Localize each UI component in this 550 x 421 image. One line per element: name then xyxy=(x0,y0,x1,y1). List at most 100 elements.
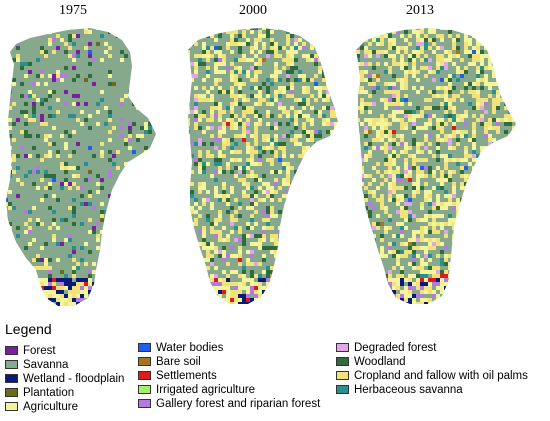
map-cell xyxy=(156,250,160,254)
map-cell xyxy=(120,142,124,146)
map-cell xyxy=(40,150,44,154)
map-cell xyxy=(278,66,282,70)
map-cell xyxy=(108,162,112,166)
map-cell xyxy=(322,46,326,50)
map-cell xyxy=(262,70,266,74)
map-cell xyxy=(36,214,40,218)
map-cell xyxy=(294,174,298,178)
map-cell xyxy=(52,58,56,62)
map-cell xyxy=(16,194,20,198)
map-cell xyxy=(306,90,310,94)
map-cell xyxy=(20,102,24,106)
map-cell xyxy=(222,150,226,154)
map-cell xyxy=(206,102,210,106)
map-cell xyxy=(72,302,76,306)
map-cell xyxy=(178,114,182,118)
map-cell xyxy=(330,86,334,90)
map-cell xyxy=(182,154,186,158)
map-cell xyxy=(218,166,222,170)
map-cell xyxy=(80,150,84,154)
map-cell xyxy=(144,166,148,170)
map-cell xyxy=(310,70,314,74)
map-cell xyxy=(36,126,40,130)
map-cell xyxy=(160,78,164,82)
map-cell xyxy=(84,190,88,194)
map-cell xyxy=(92,54,96,58)
map-cell xyxy=(156,66,160,70)
map-cell xyxy=(190,98,194,102)
map-cell xyxy=(246,82,250,86)
map-cell xyxy=(116,154,120,158)
map-cell xyxy=(96,298,100,302)
map-cell xyxy=(278,158,282,162)
map-cell xyxy=(190,46,194,50)
map-cell xyxy=(12,166,16,170)
map-cell xyxy=(28,190,32,194)
map-cell xyxy=(278,114,282,118)
map-cell xyxy=(338,146,342,150)
map-cell xyxy=(178,82,182,86)
map-cell xyxy=(182,46,186,50)
map-cell xyxy=(330,94,334,98)
map-cell xyxy=(116,50,120,54)
map-cell xyxy=(326,30,330,34)
map-cell xyxy=(274,154,278,158)
map-cell xyxy=(294,122,298,126)
map-cell xyxy=(44,234,48,238)
map-cell xyxy=(6,122,8,126)
map-cell xyxy=(88,86,92,90)
map-cell xyxy=(314,158,318,162)
map-cell xyxy=(290,28,294,30)
map-cell xyxy=(68,170,72,174)
map-cell xyxy=(80,250,84,254)
map-cell xyxy=(298,42,302,46)
map-cell xyxy=(56,46,60,50)
map-cell xyxy=(140,28,144,30)
map-cell xyxy=(56,162,60,166)
map-cell xyxy=(164,298,165,302)
map-cell xyxy=(120,226,124,230)
map-cell xyxy=(322,102,326,106)
map-cell xyxy=(68,278,72,282)
map-cell xyxy=(238,118,242,122)
map-cell xyxy=(28,98,32,102)
map-cell xyxy=(72,286,76,290)
map-cell xyxy=(0,206,4,210)
map-cell xyxy=(136,42,140,46)
map-cell xyxy=(194,54,198,58)
map-cell xyxy=(20,230,24,234)
map-cell xyxy=(148,202,152,206)
map-cell xyxy=(210,54,214,58)
map-cell xyxy=(120,130,124,134)
map-cell xyxy=(148,70,152,74)
map-cell xyxy=(48,54,52,58)
map-cell xyxy=(152,290,156,294)
map-cell xyxy=(282,50,286,54)
map-cell xyxy=(188,94,190,98)
map-cell xyxy=(36,302,40,306)
map-cell xyxy=(16,238,20,242)
map-cell xyxy=(112,42,116,46)
map-cell xyxy=(68,94,72,98)
map-cell xyxy=(136,28,140,30)
map-cell xyxy=(160,126,164,130)
map-cell xyxy=(112,30,116,34)
map-cell xyxy=(152,62,156,66)
map-cell xyxy=(286,74,290,78)
map-cell xyxy=(156,90,160,94)
map-cell xyxy=(120,290,124,294)
map-cell xyxy=(8,162,12,166)
map-cell xyxy=(68,194,72,198)
map-cell xyxy=(202,50,206,54)
map-cell xyxy=(190,94,194,98)
map-cell xyxy=(16,30,20,34)
map-cell xyxy=(302,42,306,46)
map-cell xyxy=(246,138,250,142)
map-cell xyxy=(238,82,242,86)
map-cell xyxy=(64,174,68,178)
map-cell xyxy=(60,28,64,30)
map-cell xyxy=(68,74,72,78)
map-cell xyxy=(160,262,164,266)
map-cell xyxy=(206,22,210,26)
map-cell xyxy=(194,106,198,110)
